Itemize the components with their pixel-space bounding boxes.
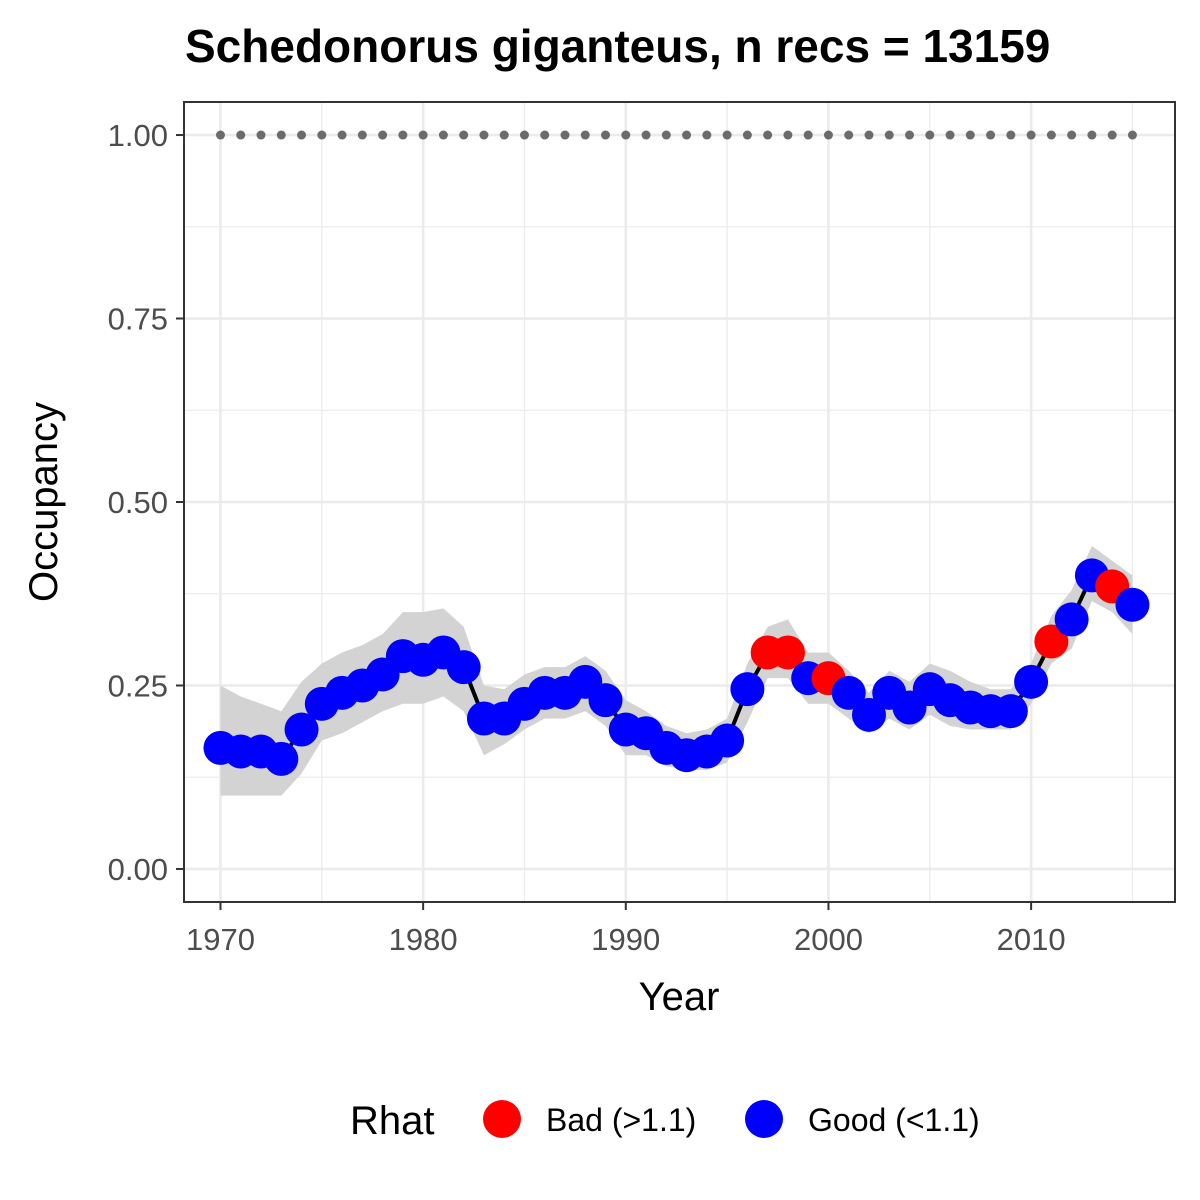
legend-label-bad: Bad (>1.1) [546, 1102, 696, 1138]
reference-dot [864, 130, 874, 140]
x-tick-label: 2000 [794, 922, 863, 957]
data-point-1974 [284, 712, 319, 747]
x-tick-label: 2010 [997, 922, 1066, 957]
data-point-1973 [264, 741, 299, 776]
reference-dot [884, 130, 894, 140]
data-point-1995 [710, 723, 745, 758]
reference-dot [601, 130, 611, 140]
reference-dot [297, 130, 307, 140]
reference-dot [317, 130, 327, 140]
reference-dot [965, 130, 975, 140]
reference-dot [378, 130, 388, 140]
reference-dot [783, 130, 793, 140]
reference-dot [215, 130, 225, 140]
reference-dot [641, 130, 651, 140]
reference-dot [560, 130, 570, 140]
reference-dot [986, 130, 996, 140]
reference-dot [1026, 130, 1036, 140]
x-tick-label: 1970 [186, 922, 255, 957]
reference-dot [742, 130, 752, 140]
reference-dot [763, 130, 773, 140]
y-tick-label: 0.75 [108, 302, 168, 337]
legend-title: Rhat [350, 1099, 435, 1143]
reference-dot [682, 130, 692, 140]
reference-dot [1046, 130, 1056, 140]
x-tick-label: 1980 [389, 922, 458, 957]
data-point-2001 [831, 675, 866, 710]
data-points-layer [203, 558, 1150, 776]
reference-line-layer [215, 130, 1137, 140]
data-point-2002 [851, 697, 886, 732]
chart-title: Schedonorus giganteus, n recs = 13159 [185, 20, 1050, 72]
reference-dot [418, 130, 428, 140]
legend-key-bad [483, 1100, 521, 1138]
reference-dot [398, 130, 408, 140]
reference-dot [1006, 130, 1016, 140]
reference-dot [1127, 130, 1137, 140]
data-point-1982 [446, 650, 481, 685]
x-tick-label: 1990 [591, 922, 660, 957]
reference-dot [823, 130, 833, 140]
reference-dot [661, 130, 671, 140]
reference-dot [580, 130, 590, 140]
reference-dot [905, 130, 915, 140]
reference-dot [1107, 130, 1117, 140]
reference-dot [925, 130, 935, 140]
data-point-1996 [730, 672, 765, 707]
legend-key-good [745, 1100, 783, 1138]
y-tick-label: 0.00 [108, 852, 168, 887]
reference-dot [337, 130, 347, 140]
reference-dot [1067, 130, 1077, 140]
reference-dot [459, 130, 469, 140]
reference-dot [844, 130, 854, 140]
data-point-1998 [770, 635, 805, 670]
data-point-2010 [1014, 664, 1049, 699]
reference-dot [499, 130, 509, 140]
data-point-2009 [993, 694, 1028, 729]
reference-dot [357, 130, 367, 140]
reference-dot [1087, 130, 1097, 140]
y-tick-label: 0.50 [108, 485, 168, 520]
reference-dot [702, 130, 712, 140]
reference-dot [256, 130, 266, 140]
reference-dot [519, 130, 529, 140]
data-point-1989 [588, 683, 623, 718]
y-axis-title: Occupancy [22, 402, 66, 602]
reference-dot [540, 130, 550, 140]
reference-dot [479, 130, 489, 140]
data-point-2011 [1034, 624, 1069, 659]
reference-dot [438, 130, 448, 140]
reference-dot [722, 130, 732, 140]
x-axis-title: Year [639, 975, 720, 1019]
reference-dot [621, 130, 631, 140]
reference-dot [276, 130, 286, 140]
axes-layer: 0.00 0.25 0.50 0.75 1.00 1970 1980 1990 2000 2010 [108, 118, 1066, 957]
y-tick-label: 0.25 [108, 668, 168, 703]
data-point-2015 [1115, 587, 1150, 622]
y-tick-label: 1.00 [108, 118, 168, 153]
grid-lines [184, 102, 1175, 902]
reference-dot [236, 130, 246, 140]
data-point-2012 [1054, 602, 1089, 637]
reference-dot [803, 130, 813, 140]
reference-dot [945, 130, 955, 140]
legend: Rhat Bad (>1.1) Good (<1.1) [350, 1099, 980, 1143]
legend-label-good: Good (<1.1) [808, 1102, 980, 1138]
